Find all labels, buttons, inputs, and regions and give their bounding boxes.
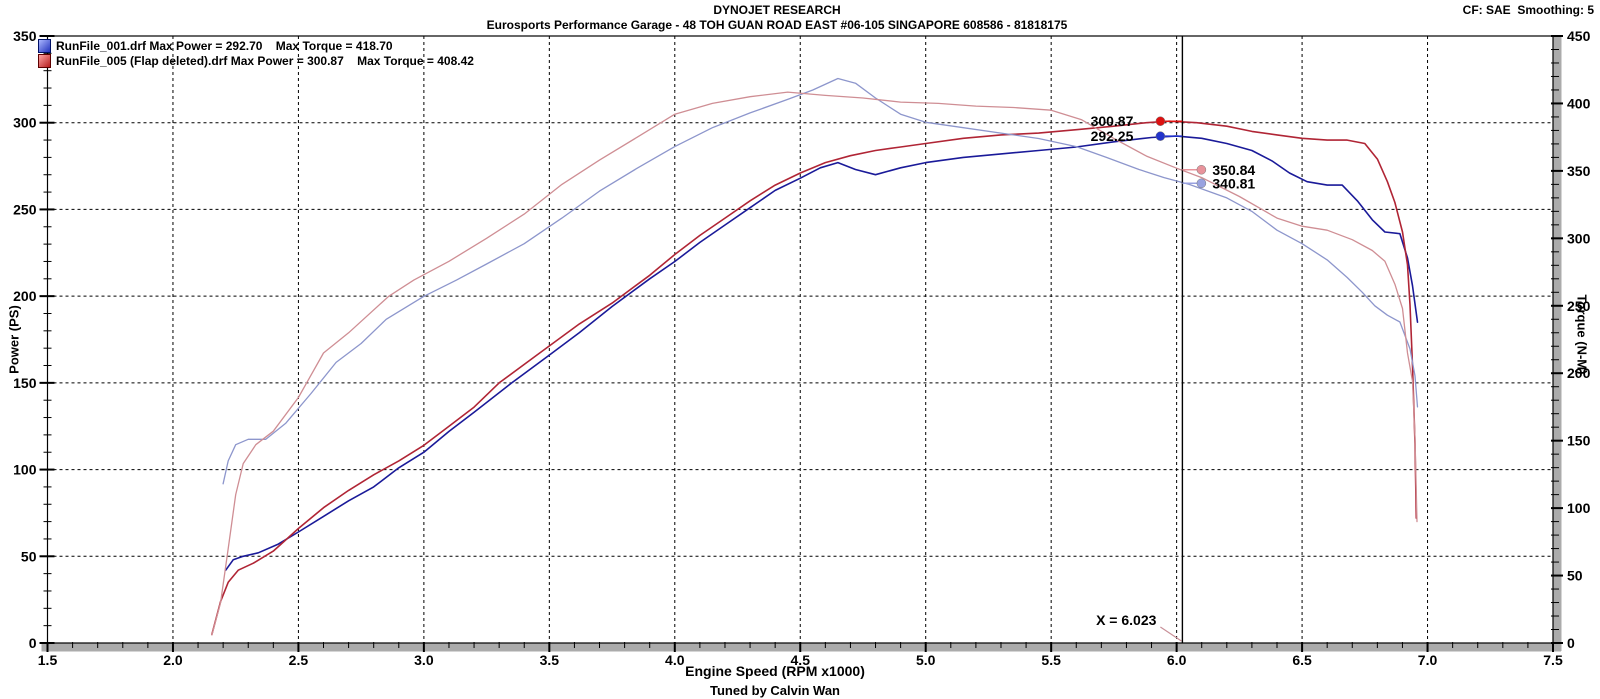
x-tick-label: 6.0 — [1167, 652, 1187, 668]
x-tick-label: 5.5 — [1041, 652, 1061, 668]
right-tick-label: 50 — [1567, 568, 1583, 584]
left-axis-title: Power (PS) — [6, 305, 22, 374]
right-tick-label: 250 — [1567, 298, 1591, 314]
curve-power-runfile-001 — [224, 135, 1419, 572]
x-tick-label: 3.5 — [540, 652, 560, 668]
left-tick-label: 350 — [13, 28, 37, 44]
legend-runfile-005-label: RunFile_005 (Flap deleted).drf Max Power… — [56, 54, 474, 68]
right-tick-label: 450 — [1567, 28, 1591, 44]
marker-dot — [1155, 116, 1166, 126]
left-tick-label: 300 — [13, 115, 37, 131]
runfile-001-legend-marker-icon — [38, 39, 51, 53]
left-tick-label: 200 — [13, 288, 37, 304]
correction-smoothing-readout: CF: SAE Smoothing: 5 — [1462, 3, 1594, 17]
header-shop-info: Eurosports Performance Garage - 48 TOH G… — [486, 18, 1068, 32]
marker-dot — [1155, 131, 1166, 141]
legend-item-runfile-001[interactable]: RunFile_001.drf Max Power = 292.70 Max T… — [38, 39, 474, 53]
header-brand: DYNOJET RESEARCH — [713, 3, 841, 17]
right-tick-label: 400 — [1567, 95, 1591, 111]
marker-dot — [1196, 165, 1207, 175]
right-axis-title: Torque (N-M) — [1574, 294, 1590, 375]
left-tick-label: 150 — [13, 375, 37, 391]
legend: RunFile_001.drf Max Power = 292.70 Max T… — [38, 39, 474, 69]
right-axis-bar — [1553, 36, 1562, 651]
runfile-005-legend-marker-icon — [38, 54, 51, 68]
cursor-x-label: X = 6.023 — [1096, 612, 1157, 628]
curve-power-runfile-005 — [211, 120, 1418, 636]
curve-torque-runfile-005 — [211, 91, 1418, 636]
x-tick-label: 7.0 — [1418, 652, 1438, 668]
left-tick-label: 100 — [13, 462, 37, 478]
left-tick-label: 50 — [21, 548, 37, 564]
cursor-value-label: 350.84 — [1212, 162, 1255, 178]
legend-item-runfile-005[interactable]: RunFile_005 (Flap deleted).drf Max Power… — [38, 54, 474, 68]
x-tick-label: 1.5 — [38, 652, 58, 668]
x-tick-label: 4.0 — [665, 652, 685, 668]
right-tick-label: 350 — [1567, 163, 1591, 179]
x-tick-label: 2.5 — [289, 652, 309, 668]
marker-dot — [1196, 178, 1207, 189]
legend-runfile-001-label: RunFile_001.drf Max Power = 292.70 Max T… — [56, 39, 393, 53]
cursor-value-label: 300.87 — [1091, 113, 1134, 129]
cursor-value-label: 340.81 — [1212, 175, 1255, 191]
cursor-value-label: 292.25 — [1091, 128, 1134, 144]
x-axis-title: Engine Speed (RPM x1000) — [685, 663, 865, 679]
x-tick-label: 2.0 — [163, 652, 183, 668]
x-tick-label: 5.0 — [916, 652, 936, 668]
x-tick-label: 4.5 — [791, 652, 811, 668]
right-tick-label: 150 — [1567, 433, 1591, 449]
x-tick-label: 3.0 — [414, 652, 434, 668]
right-tick-label: 0 — [1567, 635, 1575, 651]
left-tick-label: 250 — [13, 201, 37, 217]
left-tick-label: 0 — [29, 635, 37, 651]
right-tick-label: 300 — [1567, 230, 1591, 246]
right-tick-label: 100 — [1567, 500, 1591, 516]
x-tick-label: 7.5 — [1543, 652, 1563, 668]
curve-torque-runfile-001 — [222, 77, 1419, 485]
cursor-pointer-line — [1160, 626, 1182, 642]
right-tick-label: 200 — [1567, 365, 1591, 381]
tuned-by-credit: Tuned by Calvin Wan — [709, 683, 840, 698]
x-tick-label: 6.5 — [1292, 652, 1312, 668]
